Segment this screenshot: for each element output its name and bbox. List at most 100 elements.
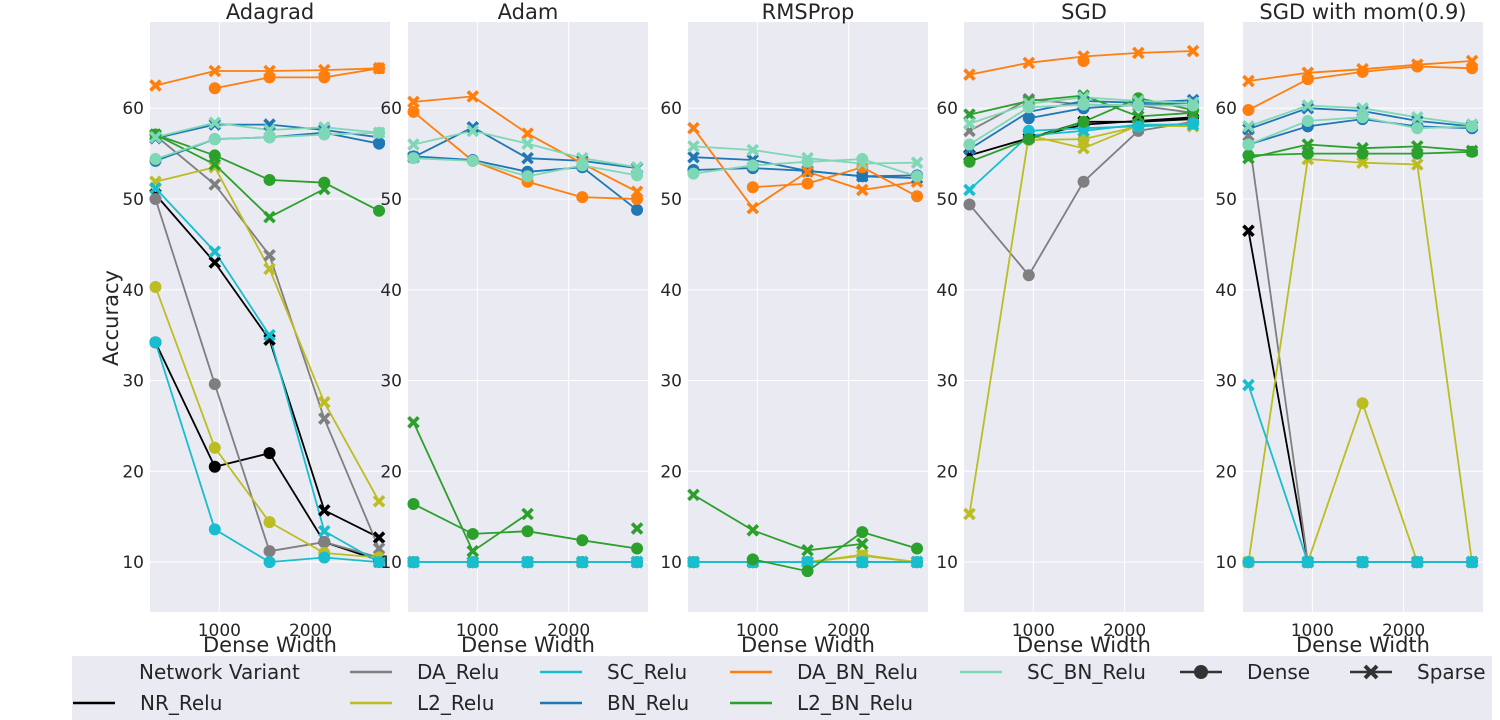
marker-SC_Relu-sparse (1356, 555, 1369, 569)
marker-NR_Relu-dense (263, 447, 276, 460)
marker-L2_BN_Relu-sparse (318, 182, 331, 196)
legend-entry-DA_Relu: DA_Relu (350, 660, 499, 684)
marker-SC_BN_Relu-dense (963, 138, 976, 151)
legend-label: NR_Relu (140, 691, 222, 715)
y-tick-label: 40 (1215, 281, 1237, 301)
marker-DA_BN_Relu-sparse (687, 121, 700, 135)
y-tick-label: 50 (660, 190, 682, 210)
marker-SC_Relu-sparse (910, 555, 924, 569)
marker-L2_BN_Relu-sparse (407, 416, 420, 429)
marker-DA_BN_Relu-sparse (318, 63, 331, 77)
line-NR_Relu-dense (1028, 116, 1194, 140)
marker-L2_BN_Relu-sparse (1356, 141, 1369, 155)
legend-circle-marker (1194, 665, 1208, 679)
marker-SC_Relu-dense (1242, 556, 1255, 569)
series-markers (687, 121, 924, 578)
y-tick-label: 40 (122, 281, 144, 301)
marker-SC_BN_Relu-sparse (856, 157, 869, 170)
y-tick-label: 60 (122, 99, 144, 119)
marker-BN_Relu-sparse (1301, 101, 1315, 115)
marker-SC_BN_Relu-sparse (372, 126, 386, 140)
legend-entry-L2_BN_Relu: L2_BN_Relu (730, 691, 913, 715)
y-tick-label: 50 (122, 190, 144, 210)
x-axis-label: Dense Width (461, 633, 595, 657)
marker-DA_Relu-dense (1022, 269, 1035, 282)
marker-DA_BN_Relu-sparse (372, 62, 386, 75)
marker-SC_Relu-dense (318, 551, 331, 564)
x-axis-label: Dense Width (203, 633, 337, 657)
marker-SC_Relu-sparse (1242, 378, 1255, 392)
legend-entry-Sparse: Sparse (1350, 660, 1486, 684)
marker-SC_Relu-sparse (466, 555, 480, 569)
marker-DA_BN_Relu-sparse (1356, 62, 1369, 76)
panel-background (688, 22, 928, 612)
marker-DA_BN_Relu-sparse (1301, 66, 1315, 80)
series-markers (1242, 54, 1479, 569)
panel-title: Adagrad (226, 0, 314, 24)
marker-DA_Relu-dense (1077, 175, 1090, 188)
marker-SC_BN_Relu-dense (687, 167, 700, 180)
marker-SC_Relu-dense (263, 556, 276, 569)
y-tick-label: 60 (380, 99, 402, 119)
legend-label: Dense (1247, 660, 1310, 684)
marker-L2_BN_Relu-dense (1301, 147, 1314, 160)
marker-DA_BN_Relu-sparse (1022, 56, 1036, 70)
marker-SC_BN_Relu-sparse (746, 143, 760, 157)
marker-L2_BN_Relu-sparse (466, 544, 480, 558)
x-axis-label: Dense Width (1296, 633, 1430, 657)
legend-label: DA_BN_Relu (797, 660, 918, 684)
legend-label: SC_BN_Relu (1027, 660, 1146, 684)
y-tick-label: 60 (936, 99, 958, 119)
legend-x-marker (1363, 664, 1379, 680)
y-tick-label: 50 (380, 190, 402, 210)
line-L2_BN_Relu-dense (752, 531, 918, 573)
marker-SC_BN_Relu-dense (149, 153, 162, 166)
series-markers (407, 90, 644, 569)
x-tick-label: 1000 (1291, 621, 1334, 641)
marker-L2_Relu-sparse (318, 396, 331, 409)
marker-DA_Relu-sparse (263, 249, 276, 262)
marker-SC_BN_Relu-sparse (910, 156, 924, 169)
marker-NR_Relu-sparse (318, 504, 331, 517)
marker-L2_Relu-dense (208, 441, 221, 454)
marker-SC_BN_Relu-dense (1356, 111, 1369, 124)
marker-SC_BN_Relu-sparse (1022, 97, 1036, 110)
series-markers (149, 62, 386, 569)
marker-BN_Relu-dense (631, 203, 644, 216)
x-axis-label: Dense Width (1017, 633, 1151, 657)
panel-title: SGD with mom(0.9) (1259, 0, 1466, 24)
marker-DA_BN_Relu-sparse (263, 64, 276, 78)
marker-SC_Relu-sparse (801, 555, 814, 569)
marker-BN_Relu-sparse (687, 150, 700, 164)
legend-title: Network Variant (139, 660, 300, 684)
marker-L2_BN_Relu-sparse (746, 524, 760, 537)
marker-L2_BN_Relu-sparse (630, 522, 644, 535)
y-tick-label: 10 (1215, 553, 1237, 573)
marker-NR_Relu-sparse (372, 531, 386, 544)
marker-SC_Relu-sparse (630, 555, 644, 569)
marker-L2_Relu-dense (263, 516, 276, 529)
marker-DA_BN_Relu-sparse (1186, 44, 1200, 58)
marker-DA_BN_Relu-dense (746, 181, 759, 194)
legend-label: L2_BN_Relu (797, 691, 913, 715)
marker-L2_BN_Relu-sparse (1465, 144, 1479, 158)
marker-DA_BN_Relu-sparse (630, 185, 644, 199)
marker-DA_BN_Relu-sparse (746, 201, 760, 215)
y-tick-label: 10 (122, 553, 144, 573)
marker-DA_BN_Relu-sparse (521, 127, 534, 140)
marker-L2_BN_Relu-dense (963, 155, 976, 168)
panel-1: 10 20 30 40 50 60 1000 2000 Adagrad Dense Width (122, 0, 390, 657)
marker-SC_Relu-sparse (149, 181, 162, 195)
y-tick-label: 10 (660, 553, 682, 573)
y-tick-label: 40 (660, 281, 682, 301)
panel-4: 10 20 30 40 50 60 1000 2000 SGD Dense Width (936, 0, 1204, 657)
panel-2: 10 20 30 40 50 60 1000 2000 Adam Dense Width (380, 0, 648, 657)
marker-L2_Relu-sparse (372, 494, 386, 508)
marker-DA_BN_Relu-dense (407, 105, 420, 118)
y-tick-label: 30 (936, 372, 958, 392)
y-tick-label: 40 (936, 281, 958, 301)
legend: Network Variant NR_Relu DA_Relu L2_Relu SC_R… (72, 656, 1492, 720)
marker-SC_BN_Relu-dense (1242, 138, 1255, 151)
marker-SC_BN_Relu-sparse (1242, 120, 1255, 133)
marker-DA_BN_Relu-sparse (466, 90, 480, 103)
